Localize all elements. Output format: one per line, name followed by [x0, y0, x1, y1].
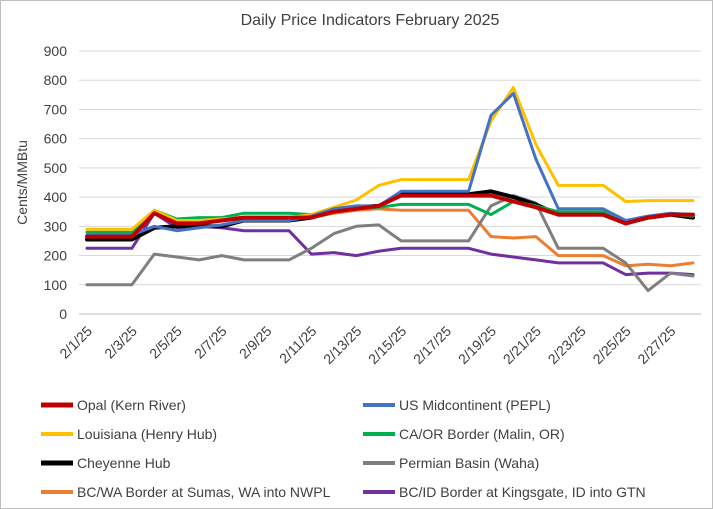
legend-label: Cheyenne Hub [77, 455, 171, 471]
y-tick-label: 400 [44, 189, 68, 205]
x-tick-label: 2/3/25 [101, 323, 140, 362]
x-tick-label: 2/15/25 [365, 323, 409, 367]
y-tick-label: 600 [44, 131, 68, 147]
chart-title: Daily Price Indicators February 2025 [241, 12, 500, 29]
y-tick-label: 800 [44, 72, 68, 88]
y-tick-label: 100 [44, 277, 68, 293]
x-tick-label: 2/25/25 [589, 323, 633, 367]
x-tick-label: 2/27/25 [634, 323, 678, 367]
y-axis-ticks: 0 100 200 300 400 500 600 700 800 900 [44, 43, 68, 322]
legend: Opal (Kern River) US Midcontinent (PEPL) L… [41, 397, 646, 500]
x-tick-label: 2/19/25 [455, 323, 499, 367]
x-axis-ticks: 2/1/25 2/3/25 2/5/25 2/7/25 2/9/25 2/11/25 2/1… [56, 323, 679, 367]
y-tick-label: 500 [44, 160, 68, 176]
legend-label: US Midcontinent (PEPL) [399, 397, 551, 413]
series-line-opal-kern-river [85, 193, 695, 239]
y-tick-label: 200 [44, 248, 68, 264]
legend-label: Opal (Kern River) [77, 397, 186, 413]
series-line-louisiana-henry-hub [85, 86, 695, 231]
x-tick-label: 2/17/25 [410, 323, 454, 367]
x-tick-label: 2/13/25 [320, 323, 364, 367]
x-tick-label: 2/1/25 [56, 323, 95, 362]
y-tick-label: 900 [44, 43, 68, 59]
legend-label: BC/WA Border at Sumas, WA into NWPL [77, 484, 331, 500]
series-lines [85, 86, 695, 293]
legend-label: Louisiana (Henry Hub) [77, 426, 217, 442]
series-line-permian-basin-waha [85, 194, 695, 293]
legend-label: Permian Basin (Waha) [399, 455, 539, 471]
legend-label: BC/ID Border at Kingsgate, ID into GTN [399, 484, 646, 500]
x-tick-label: 2/9/25 [236, 323, 275, 362]
y-axis-title: Cents/MMBtu [14, 140, 30, 225]
y-tick-label: 0 [59, 306, 67, 322]
x-tick-label: 2/5/25 [146, 323, 185, 362]
y-tick-label: 300 [44, 218, 68, 234]
x-tick-label: 2/7/25 [191, 323, 230, 362]
legend-label: CA/OR Border (Malin, OR) [399, 426, 565, 442]
series-line-ca-or-border-malin-or [85, 200, 695, 234]
x-tick-label: 2/11/25 [276, 323, 320, 367]
x-tick-label: 2/23/25 [545, 323, 589, 367]
y-tick-label: 700 [44, 101, 68, 117]
x-tick-label: 2/21/25 [500, 323, 544, 367]
